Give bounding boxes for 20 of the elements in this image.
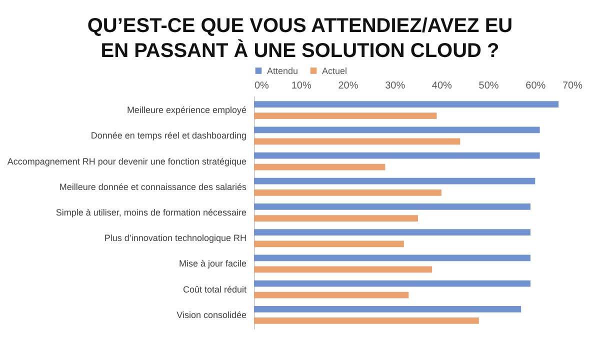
x-tick-label: 70% [562, 80, 583, 92]
x-tick-label: 0% [254, 80, 270, 92]
x-tick-label: 30% [385, 80, 406, 92]
y-tick-label: Vision consolidée [176, 310, 246, 320]
x-tick-label: 50% [478, 80, 499, 92]
y-tick-label: Meilleure expérience employé [126, 105, 246, 116]
y-tick-label: Meilleure donnée et connaissance des salariés [59, 182, 247, 192]
y-tick-label: Accompagnement RH pour devenir une fonction stratégique [7, 156, 246, 166]
y-tick-label: Coût total réduit [182, 284, 247, 294]
y-tick-label: Donnée en temps réel et dashboarding [90, 130, 246, 141]
legend-label: Attendu [267, 66, 298, 76]
x-tick-label: 60% [526, 80, 546, 92]
legend-label: Actuel [322, 66, 348, 76]
y-tick-label: Simple à utiliser, moins de formation nécessaire [56, 208, 246, 218]
chart-title: QU’EST-CE QUE VOUS ATTENDIEZ/AVEZ EU EN PASSANT À UNE SOLUTION CLOUD ? [86, 14, 514, 64]
x-tick-label: 10% [291, 80, 312, 92]
y-tick-label: Mise à jour facile [178, 258, 246, 269]
x-tick-label: 20% [338, 80, 358, 92]
y-tick-label: Plus d’innovation technologique RH [104, 233, 246, 244]
x-tick-label: 40% [432, 80, 452, 92]
